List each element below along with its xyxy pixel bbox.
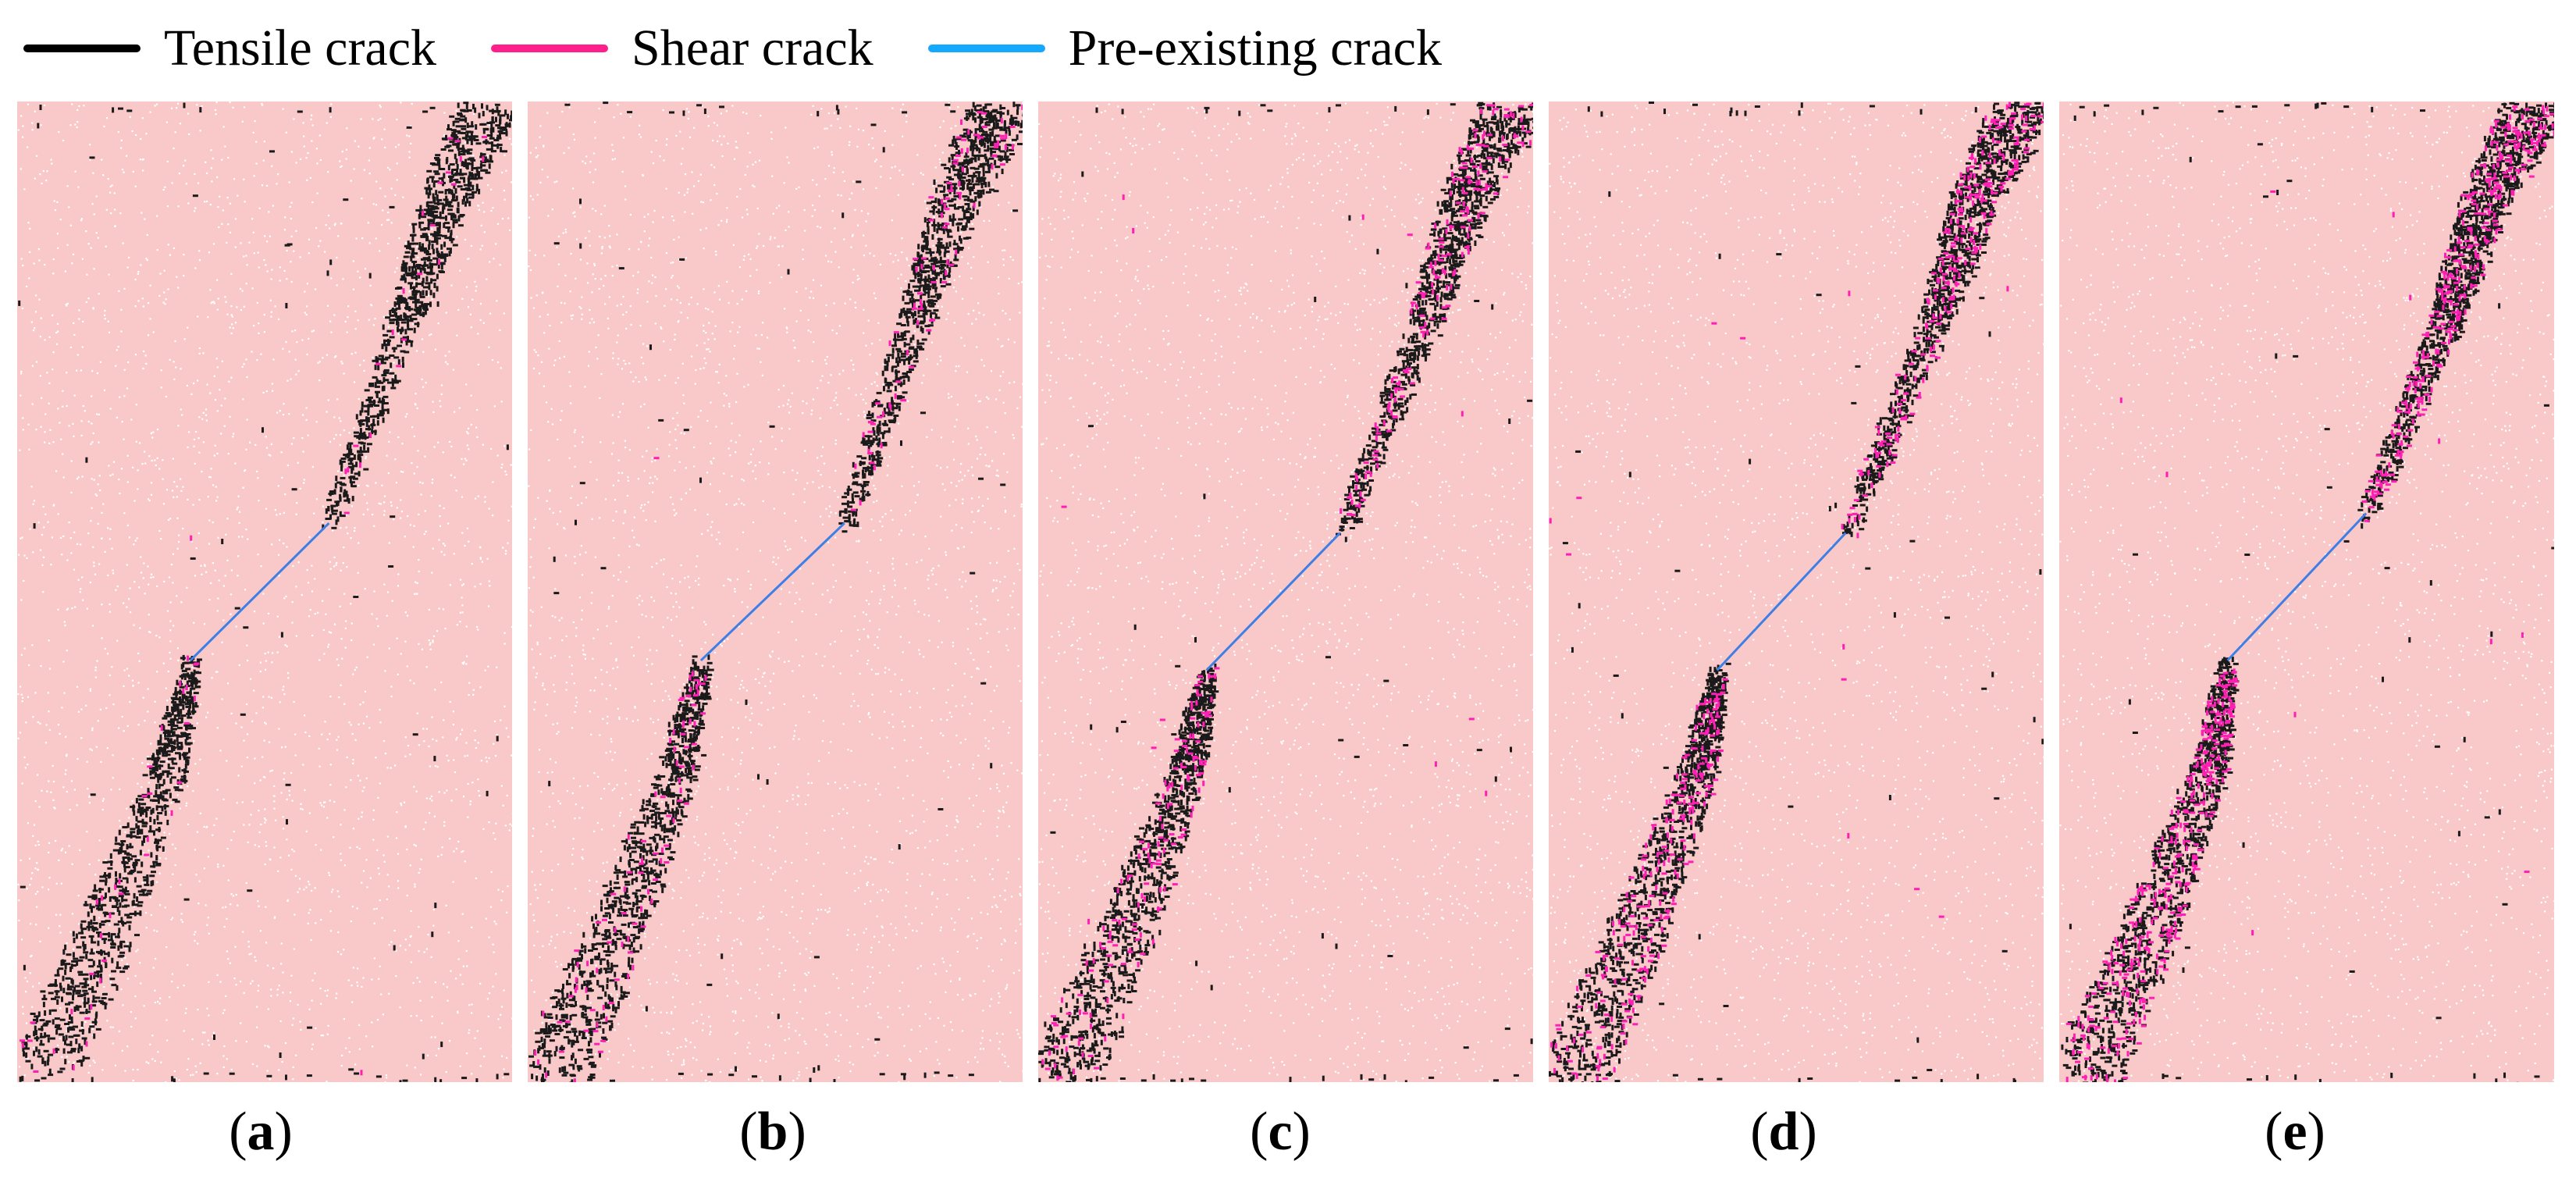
legend-label: Pre-existing crack — [1069, 19, 1442, 78]
caption-letter: a — [247, 1102, 275, 1162]
specimen-panel-d — [1549, 101, 2044, 1082]
caption-open-paren: ( — [739, 1102, 757, 1162]
specimen-panel-e — [2059, 101, 2554, 1082]
tensile-crack-cluster — [528, 101, 1023, 1082]
panel-caption-b: (b) — [739, 1101, 806, 1163]
preexisting-crack-swatch — [927, 45, 1045, 52]
legend-item-shear: Shear crack — [491, 19, 873, 78]
shear-crack-swatch — [491, 45, 609, 52]
tensile-crack-swatch — [23, 45, 141, 52]
specimen-panel-a — [17, 101, 512, 1082]
caption-letter: e — [2282, 1102, 2307, 1162]
panel-caption-c: (c) — [1250, 1101, 1311, 1163]
preexisting-flaw — [699, 522, 845, 661]
preexisting-flaw — [2226, 512, 2368, 661]
particle-texture — [2059, 101, 2554, 1082]
preexisting-flaw — [1205, 532, 1341, 671]
specimen-svg — [2059, 101, 2554, 1082]
specimen-svg — [1549, 101, 2044, 1082]
caption-close-paren: ) — [2307, 1102, 2325, 1162]
preexisting-flaw — [189, 522, 330, 661]
specimen-svg — [1038, 101, 1533, 1082]
legend: Tensile crack Shear crack Pre-existing c… — [23, 9, 1496, 87]
particle-texture — [1549, 101, 2044, 1082]
caption-close-paren: ) — [1799, 1102, 1816, 1162]
shear-crack-cluster — [534, 104, 1023, 1082]
caption-open-paren: ( — [2265, 1102, 2282, 1162]
legend-label: Shear crack — [632, 19, 873, 78]
caption-close-paren: ) — [1293, 1102, 1311, 1162]
specimen-panel-b — [528, 101, 1023, 1082]
caption-letter: c — [1268, 1102, 1292, 1162]
panel-caption-a: (a) — [229, 1101, 293, 1163]
legend-label: Tensile crack — [164, 19, 436, 78]
preexisting-flaw — [1716, 532, 1847, 671]
shear-crack-cluster — [1549, 101, 2044, 1081]
caption-letter: d — [1769, 1102, 1799, 1162]
shear-crack-cluster — [1041, 104, 1533, 1081]
caption-open-paren: ( — [229, 1102, 247, 1162]
shear-crack-cluster — [20, 136, 487, 1076]
particle-texture — [1038, 102, 1533, 1082]
specimen-svg — [17, 101, 512, 1082]
caption-open-paren: ( — [1250, 1102, 1268, 1162]
caption-letter: b — [758, 1102, 788, 1162]
panel-caption-e: (e) — [2265, 1101, 2325, 1163]
caption-open-paren: ( — [1750, 1102, 1768, 1162]
tensile-crack-cluster — [18, 101, 512, 1082]
particle-texture — [17, 101, 512, 1082]
legend-item-tensile: Tensile crack — [23, 19, 436, 78]
specimen-svg — [528, 101, 1023, 1082]
panel-caption-d: (d) — [1750, 1101, 1817, 1163]
shear-crack-cluster — [2065, 104, 2554, 1082]
caption-close-paren: ) — [275, 1102, 293, 1162]
legend-item-preexisting: Pre-existing crack — [927, 19, 1442, 78]
caption-close-paren: ) — [788, 1102, 806, 1162]
specimen-panel-c — [1038, 101, 1533, 1082]
